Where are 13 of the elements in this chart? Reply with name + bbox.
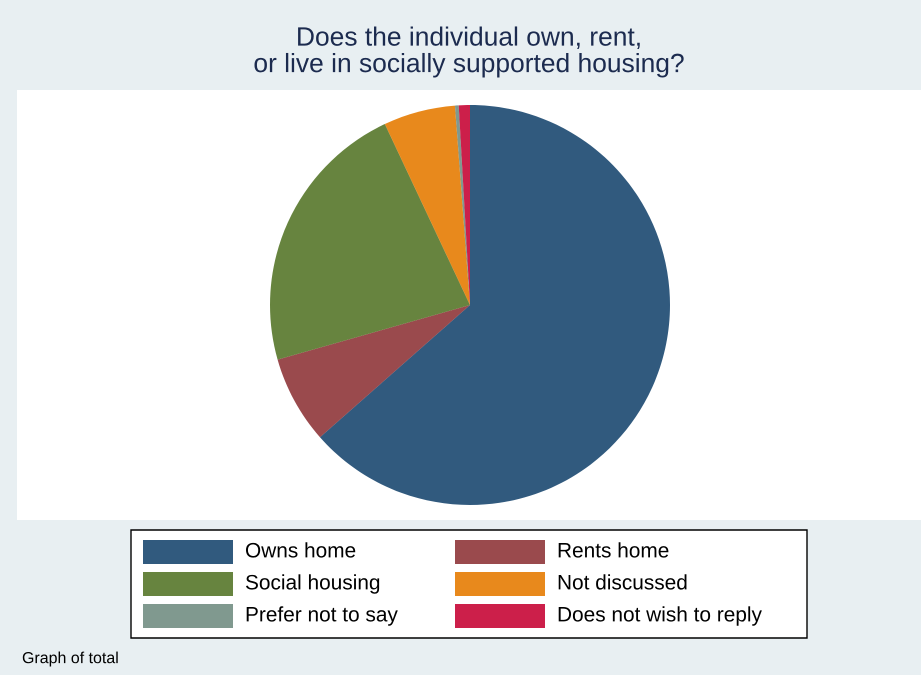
- pie-slice: [320, 105, 670, 505]
- legend-label: Social housing: [246, 574, 380, 594]
- legend-label: Does not wish to reply: [558, 606, 762, 626]
- legend-label: Rents home: [558, 542, 668, 558]
- pie-slice: [270, 124, 470, 360]
- pie-slice: [384, 106, 470, 305]
- pie-slice: [454, 105, 470, 305]
- pie-slice: [278, 305, 470, 438]
- legend-label: Owns home: [246, 542, 356, 558]
- chart-title: Does the individual own, rent, or live in socially supported housing?: [254, 26, 684, 78]
- legend-label: Prefer not to say: [246, 606, 398, 626]
- legend-label: Not discussed: [558, 574, 687, 590]
- text: Graph of total: [22, 652, 118, 666]
